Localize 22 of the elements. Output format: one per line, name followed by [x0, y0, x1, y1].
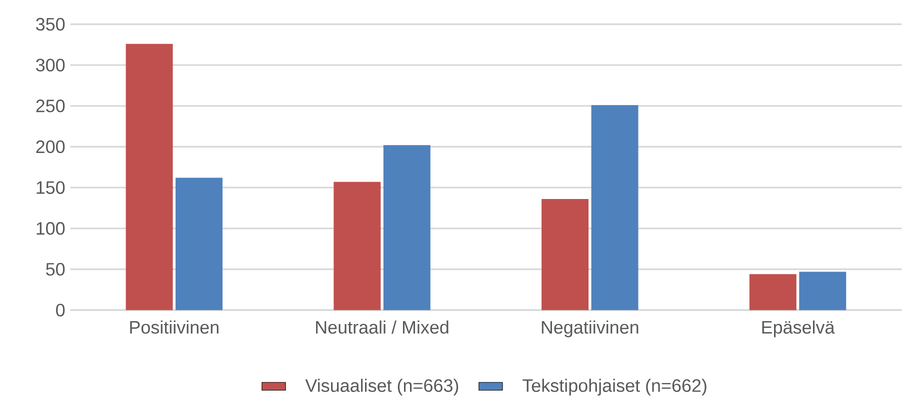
y-tick-label: 250 — [36, 99, 65, 112]
x-tick-label: Neutraali / Mixed — [316, 320, 448, 334]
x-tick-label: Epäselvä — [762, 320, 835, 338]
y-tick-label: 100 — [36, 222, 65, 235]
y-tick-label: 350 — [36, 18, 65, 30]
bar — [334, 182, 381, 310]
y-tick-label: 150 — [36, 181, 65, 194]
bar — [383, 144, 430, 310]
bar — [176, 178, 223, 310]
x-tick-label: Positiivinen — [130, 320, 218, 334]
legend-label: Tekstipohjaiset (n=662) — [522, 378, 706, 396]
y-tick-label: 300 — [36, 58, 65, 72]
bar — [542, 198, 589, 310]
bar — [799, 272, 846, 310]
bar — [749, 274, 796, 310]
bar — [591, 104, 638, 310]
y-tick-label: 200 — [36, 140, 65, 153]
y-tick-label: 50 — [46, 262, 65, 276]
y-tick-label: 0 — [56, 304, 65, 316]
legend-label: Visuaaliset (n=663) — [305, 378, 458, 396]
x-tick-label: Negatiivinen — [542, 320, 638, 338]
bar — [126, 44, 173, 310]
